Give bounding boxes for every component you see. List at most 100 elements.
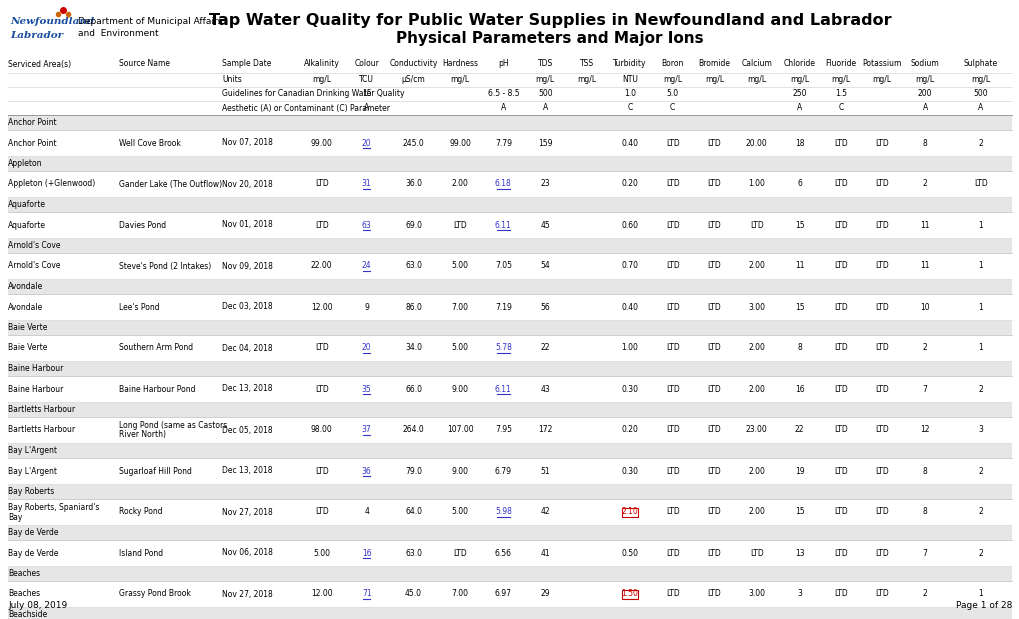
Text: 3.00: 3.00 bbox=[748, 303, 764, 311]
Bar bbox=[8, 87, 1011, 101]
Text: 63.0: 63.0 bbox=[405, 261, 422, 271]
Text: 6: 6 bbox=[797, 180, 801, 189]
Text: 35: 35 bbox=[362, 384, 371, 394]
Text: 7: 7 bbox=[922, 548, 926, 558]
Text: 71: 71 bbox=[362, 589, 371, 599]
Text: Calcium: Calcium bbox=[741, 59, 771, 69]
Text: LTD: LTD bbox=[707, 589, 720, 599]
Text: 24: 24 bbox=[362, 261, 371, 271]
Text: Page 1 of 28: Page 1 of 28 bbox=[955, 600, 1011, 610]
Text: mg/L: mg/L bbox=[747, 76, 765, 85]
Text: 6.97: 6.97 bbox=[494, 589, 512, 599]
Text: LTD: LTD bbox=[665, 467, 679, 475]
Text: 5.00: 5.00 bbox=[451, 344, 468, 352]
Text: Davies Pond: Davies Pond bbox=[119, 220, 166, 230]
Text: 13: 13 bbox=[794, 548, 804, 558]
Text: Alkalinity: Alkalinity bbox=[304, 59, 339, 69]
Text: 0.50: 0.50 bbox=[621, 548, 638, 558]
Text: 2: 2 bbox=[977, 508, 982, 516]
Text: A: A bbox=[500, 103, 505, 113]
Text: Sugarloaf Hill Pond: Sugarloaf Hill Pond bbox=[119, 467, 192, 475]
Text: 2.00: 2.00 bbox=[748, 384, 764, 394]
Text: Southern Arm Pond: Southern Arm Pond bbox=[119, 344, 194, 352]
Text: 2.00: 2.00 bbox=[748, 508, 764, 516]
Text: 20: 20 bbox=[362, 139, 371, 147]
Text: Dec 05, 2018: Dec 05, 2018 bbox=[222, 425, 273, 435]
Bar bbox=[8, 540, 1011, 566]
Text: 5.00: 5.00 bbox=[313, 548, 330, 558]
Text: 6.79: 6.79 bbox=[494, 467, 512, 475]
Text: A: A bbox=[921, 103, 927, 113]
Text: Bay L'Argent: Bay L'Argent bbox=[8, 467, 57, 475]
Text: 69.0: 69.0 bbox=[405, 220, 422, 230]
Text: 2: 2 bbox=[922, 180, 926, 189]
Bar bbox=[8, 443, 1011, 458]
Bar bbox=[8, 156, 1011, 171]
Text: LTD: LTD bbox=[834, 344, 847, 352]
Text: 0.20: 0.20 bbox=[621, 425, 638, 435]
Text: Beaches: Beaches bbox=[8, 569, 40, 578]
Text: LTD: LTD bbox=[874, 548, 888, 558]
Text: Tap Water Quality for Public Water Supplies in Newfoundland and Labrador: Tap Water Quality for Public Water Suppl… bbox=[209, 12, 891, 27]
Bar bbox=[8, 417, 1011, 443]
Text: Bay Roberts: Bay Roberts bbox=[8, 487, 54, 496]
Text: A: A bbox=[364, 103, 369, 113]
Text: mg/L: mg/L bbox=[535, 76, 554, 85]
Text: 1: 1 bbox=[977, 303, 982, 311]
Text: 5.0: 5.0 bbox=[666, 90, 678, 98]
Text: Conductivity: Conductivity bbox=[389, 59, 437, 69]
Text: LTD: LTD bbox=[665, 303, 679, 311]
Text: 63.0: 63.0 bbox=[405, 548, 422, 558]
Text: 15: 15 bbox=[794, 508, 804, 516]
Text: 15: 15 bbox=[794, 303, 804, 311]
Text: Bromide: Bromide bbox=[698, 59, 730, 69]
Text: Sulphate: Sulphate bbox=[963, 59, 997, 69]
Bar bbox=[8, 279, 1011, 294]
Text: Baie Verte: Baie Verte bbox=[8, 323, 48, 332]
Text: Bay: Bay bbox=[8, 513, 22, 521]
Text: 86.0: 86.0 bbox=[405, 303, 422, 311]
Text: LTD: LTD bbox=[665, 344, 679, 352]
Text: 3: 3 bbox=[977, 425, 982, 435]
Text: 5.98: 5.98 bbox=[494, 508, 512, 516]
Text: 2: 2 bbox=[922, 589, 926, 599]
Text: Nov 09, 2018: Nov 09, 2018 bbox=[222, 261, 273, 271]
Text: 31: 31 bbox=[362, 180, 371, 189]
Text: Gander Lake (The Outflow): Gander Lake (The Outflow) bbox=[119, 180, 222, 189]
Text: 15: 15 bbox=[362, 90, 371, 98]
Bar bbox=[8, 335, 1011, 361]
Text: Serviced Area(s): Serviced Area(s) bbox=[8, 59, 71, 69]
Bar bbox=[8, 115, 1011, 130]
Text: 10: 10 bbox=[919, 303, 929, 311]
Text: 7: 7 bbox=[922, 384, 926, 394]
Text: 43: 43 bbox=[540, 384, 549, 394]
Text: Sodium: Sodium bbox=[910, 59, 938, 69]
Text: mg/L: mg/L bbox=[915, 76, 933, 85]
Text: A: A bbox=[977, 103, 982, 113]
Text: Nov 01, 2018: Nov 01, 2018 bbox=[222, 220, 273, 230]
Text: LTD: LTD bbox=[452, 220, 467, 230]
Text: LTD: LTD bbox=[874, 384, 888, 394]
Text: LTD: LTD bbox=[874, 425, 888, 435]
Text: Bay de Verde: Bay de Verde bbox=[8, 528, 59, 537]
Text: Newfoundland: Newfoundland bbox=[10, 17, 94, 27]
Text: 1.5: 1.5 bbox=[835, 90, 846, 98]
Text: 2: 2 bbox=[977, 548, 982, 558]
Text: LTD: LTD bbox=[665, 180, 679, 189]
Text: LTD: LTD bbox=[315, 467, 328, 475]
Bar bbox=[8, 197, 1011, 212]
Bar bbox=[8, 253, 1011, 279]
Text: 63: 63 bbox=[362, 220, 371, 230]
Text: LTD: LTD bbox=[707, 261, 720, 271]
Text: 11: 11 bbox=[919, 220, 929, 230]
Text: 11: 11 bbox=[919, 261, 929, 271]
Text: Hardness: Hardness bbox=[441, 59, 478, 69]
Text: Dec 13, 2018: Dec 13, 2018 bbox=[222, 384, 273, 394]
Text: 2: 2 bbox=[977, 384, 982, 394]
Text: LTD: LTD bbox=[707, 303, 720, 311]
Text: Avondale: Avondale bbox=[8, 282, 44, 291]
Text: 6.56: 6.56 bbox=[494, 548, 512, 558]
Text: 99.00: 99.00 bbox=[448, 139, 471, 147]
Text: 20: 20 bbox=[362, 344, 371, 352]
Text: Boron: Boron bbox=[661, 59, 683, 69]
